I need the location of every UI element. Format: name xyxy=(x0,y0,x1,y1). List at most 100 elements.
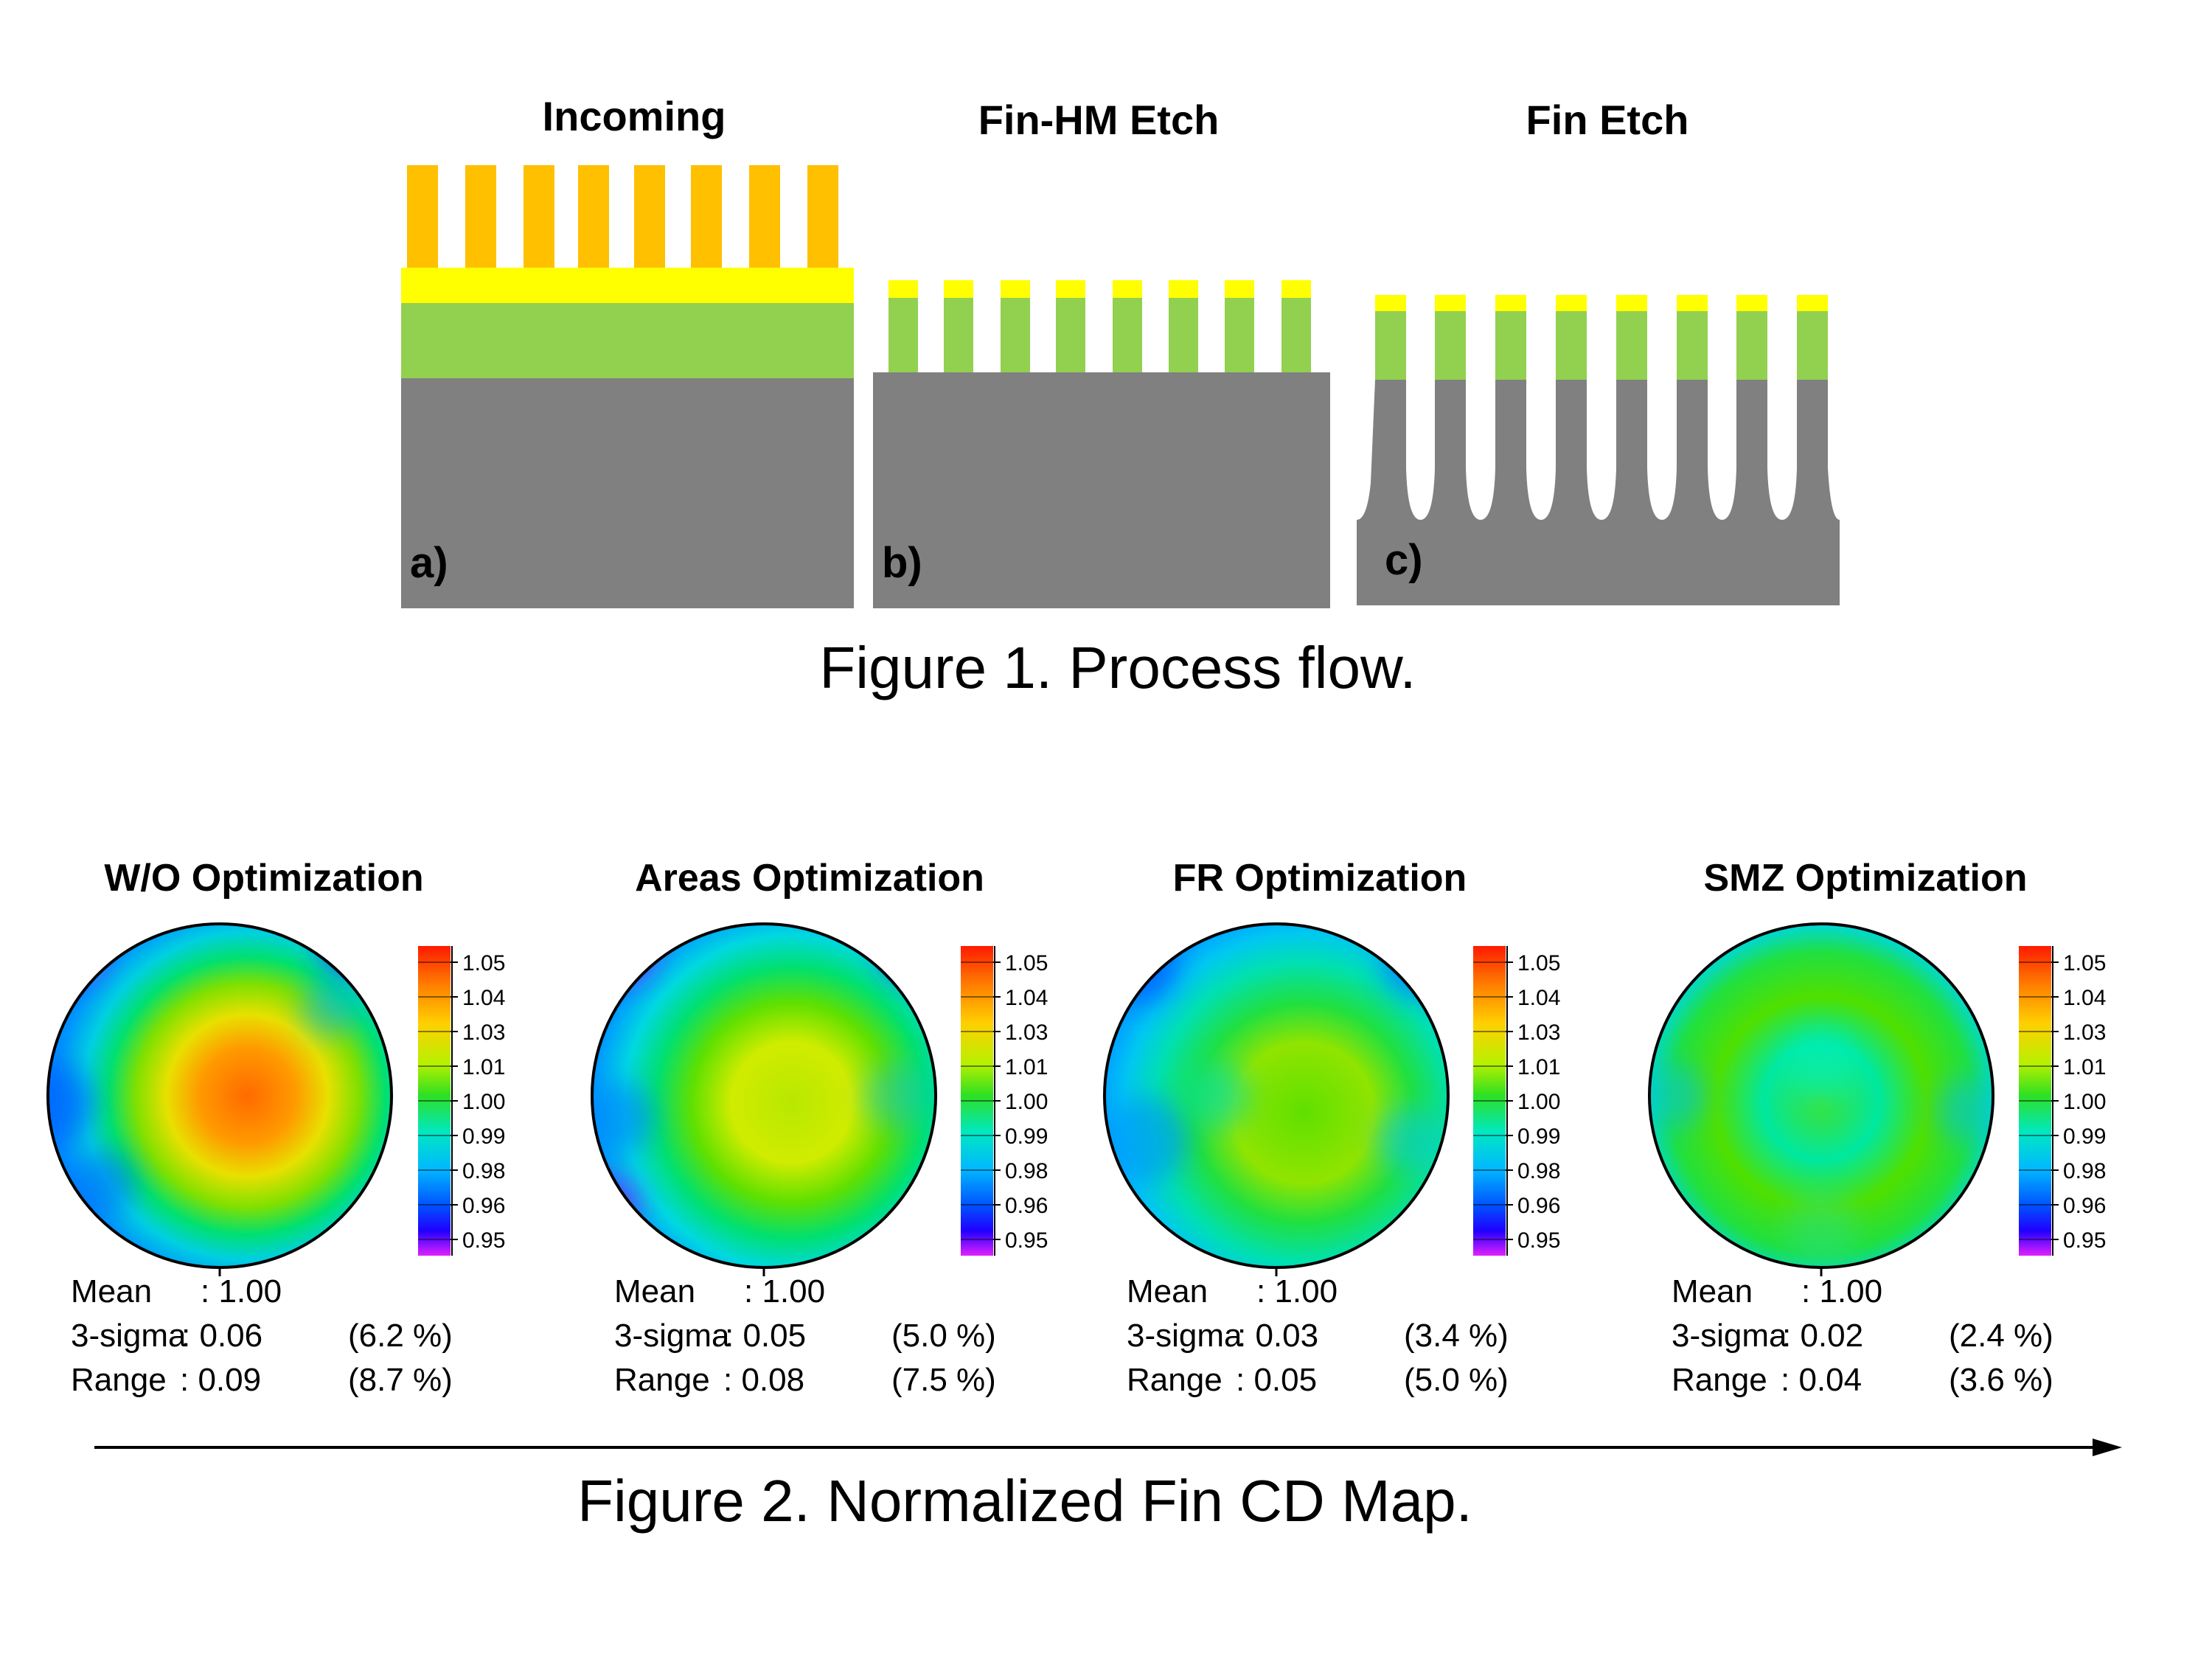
stat-label: Range xyxy=(614,1362,710,1398)
cd-map-panel: W/O Optimization 1.05 1.04 1.03 1.01 1.00 0.99… xyxy=(46,857,505,1398)
stat-percent: (3.6 %) xyxy=(1949,1362,2053,1398)
resist-line xyxy=(407,165,438,268)
colorbar-tick-label: 1.04 xyxy=(462,986,505,1010)
colorbar-tick-label: 1.01 xyxy=(1005,1055,1048,1079)
colorbar-tick-label: 1.05 xyxy=(1517,951,1560,975)
figure-2-caption: Figure 2. Normalized Fin CD Map. xyxy=(577,1468,1472,1534)
colorbar-tick-label: 1.04 xyxy=(1005,986,1048,1010)
stat-label: 3-sigma xyxy=(614,1318,730,1354)
fin-hm-cap xyxy=(1736,295,1767,311)
colorbar-tick-label: 0.96 xyxy=(1005,1194,1048,1218)
colorbar-tick-label: 0.99 xyxy=(1517,1124,1560,1149)
resist-line xyxy=(578,165,609,268)
resist-lines xyxy=(407,165,838,268)
stat-value: : 0.03 xyxy=(1237,1318,1318,1354)
hm-cap xyxy=(944,280,973,298)
colorbar-tick-label: 1.00 xyxy=(2063,1090,2106,1114)
fin-hm-cap xyxy=(1616,295,1647,311)
colorbar: 1.05 1.04 1.03 1.01 1.00 0.99 0.98 0.96 0.95 xyxy=(418,946,505,1256)
map-stats: Mean: 1.00 3-sigma: 0.02 (2.4 %) Range: 0.0… xyxy=(1672,1273,2053,1398)
cd-maps: W/O Optimization 1.05 1.04 1.03 1.01 1.00 0.99… xyxy=(46,857,2106,1398)
heatmap-region xyxy=(48,924,102,978)
fin-hm-cap xyxy=(1677,295,1708,311)
stat-percent: (7.5 %) xyxy=(891,1362,996,1398)
stat-value: : 1.00 xyxy=(744,1273,825,1310)
hm-fin xyxy=(1169,298,1198,372)
fin-film xyxy=(1736,311,1767,380)
panel-b-hm-etch-stack: b) xyxy=(873,280,1330,608)
figure-2: W/O Optimization 1.05 1.04 1.03 1.01 1.00 0.99… xyxy=(46,857,2122,1534)
fin-film xyxy=(1616,311,1647,380)
hm-cap xyxy=(888,280,918,298)
heatmap-region xyxy=(1184,1062,1251,1129)
colorbar-tick-label: 1.03 xyxy=(462,1020,505,1045)
hm-fin xyxy=(1001,298,1030,372)
stat-value: : 0.05 xyxy=(725,1318,806,1354)
panel-a-incoming-stack: a) xyxy=(401,165,854,608)
colorbar-tick-label: 1.01 xyxy=(462,1055,505,1079)
heatmap-region xyxy=(882,924,936,978)
map-stats: Mean: 1.00 3-sigma: 0.03 (3.4 %) Range: 0.0… xyxy=(1127,1273,1509,1398)
colorbar: 1.05 1.04 1.03 1.01 1.00 0.99 0.98 0.96 0.95 xyxy=(1473,946,1560,1256)
stat-value: : 0.06 xyxy=(181,1318,262,1354)
fin-hm-cap xyxy=(1495,295,1526,311)
hm-fin xyxy=(888,298,918,372)
substrate xyxy=(873,372,1330,608)
map-title: Areas Optimization xyxy=(635,857,984,900)
colorbar-tick-label: 1.05 xyxy=(1005,951,1048,975)
colorbar-tick-label: 1.00 xyxy=(1517,1090,1560,1114)
colorbar-tick-label: 0.95 xyxy=(1517,1228,1560,1253)
substrate xyxy=(401,378,854,608)
stat-value: : 1.00 xyxy=(1256,1273,1338,1310)
stat-value: : 0.05 xyxy=(1236,1362,1317,1398)
figure-1-caption: Figure 1. Process flow. xyxy=(819,635,1416,700)
colorbar-tick-label: 0.99 xyxy=(2063,1124,2106,1149)
colorbar-tick-label: 0.96 xyxy=(1517,1194,1560,1218)
hm-fin xyxy=(1056,298,1085,372)
panel-b-title: Fin-HM Etch xyxy=(978,97,1220,143)
hm-fin xyxy=(1225,298,1254,372)
colorbar-tick-label: 0.95 xyxy=(462,1228,505,1253)
fin-film xyxy=(1797,311,1828,380)
heatmap-region xyxy=(69,1151,135,1217)
colorbar-tick-label: 1.03 xyxy=(1005,1020,1048,1045)
map-stats: Mean: 1.00 3-sigma: 0.06 (6.2 %) Range: 0.0… xyxy=(71,1273,453,1398)
heatmap-region xyxy=(592,1081,653,1155)
etched-substrate-fins xyxy=(1357,380,1840,605)
panel-c-label: c) xyxy=(1385,536,1423,584)
resist-line xyxy=(749,165,780,268)
map-title: W/O Optimization xyxy=(104,857,423,900)
stat-percent: (5.0 %) xyxy=(1404,1362,1509,1398)
heatmap-region xyxy=(1376,1107,1442,1173)
colorbar: 1.05 1.04 1.03 1.01 1.00 0.99 0.98 0.96 0.95 xyxy=(961,946,1048,1256)
heatmap-region xyxy=(592,1177,639,1236)
heatmap-region xyxy=(1784,1192,1858,1265)
film-layer xyxy=(401,303,854,378)
heatmap-region xyxy=(301,978,360,1037)
stat-label: Mean xyxy=(71,1273,152,1310)
colorbar-tick-label: 1.00 xyxy=(462,1090,505,1114)
colorbar-tick-label: 0.98 xyxy=(462,1159,505,1183)
colorbar-tick-label: 0.98 xyxy=(1517,1159,1560,1183)
stat-label: Mean xyxy=(1127,1273,1208,1310)
hm-fins xyxy=(888,280,1311,372)
colorbar-tick-label: 1.03 xyxy=(1517,1020,1560,1045)
stat-value: : 0.08 xyxy=(723,1362,804,1398)
hm-fin xyxy=(944,298,973,372)
resist-line xyxy=(691,165,722,268)
colorbar-tick-label: 1.01 xyxy=(2063,1055,2106,1079)
hardmask-layer xyxy=(401,268,854,303)
colorbar-tick-label: 1.05 xyxy=(2063,951,2106,975)
fin-caps xyxy=(1375,295,1828,380)
stat-label: Range xyxy=(71,1362,167,1398)
fin-film xyxy=(1677,311,1708,380)
colorbar-tick-label: 1.04 xyxy=(1517,986,1560,1010)
fin-film xyxy=(1495,311,1526,380)
panel-a-label: a) xyxy=(410,539,448,587)
stat-label: 3-sigma xyxy=(71,1318,187,1354)
stat-percent: (2.4 %) xyxy=(1949,1318,2053,1354)
colorbar-tick-label: 0.95 xyxy=(1005,1228,1048,1253)
hm-cap xyxy=(1113,280,1142,298)
fin-hm-cap xyxy=(1435,295,1466,311)
colorbar: 1.05 1.04 1.03 1.01 1.00 0.99 0.98 0.96 0.95 xyxy=(2019,946,2106,1256)
